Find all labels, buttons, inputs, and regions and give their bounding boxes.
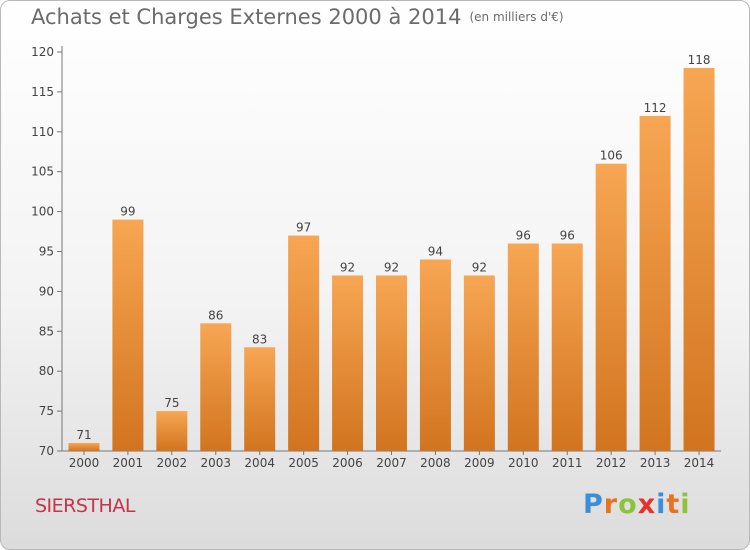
x-tick-label: 2006	[332, 456, 363, 470]
y-tick-label: 95	[39, 245, 54, 259]
bar	[332, 275, 364, 451]
proxiti-logo: Proxiti	[583, 489, 691, 520]
x-tick-label: 2003	[200, 456, 231, 470]
bar	[112, 219, 144, 451]
logo-letter: i	[656, 489, 667, 520]
logo-letter: r	[603, 489, 619, 520]
logo-letter: i	[680, 489, 691, 520]
x-tick-label: 2011	[552, 456, 583, 470]
bar	[156, 411, 188, 451]
x-tick-label: 2001	[113, 456, 144, 470]
x-tick-label: 2005	[288, 456, 319, 470]
x-tick-label: 2007	[376, 456, 407, 470]
bar-value-label: 71	[76, 428, 91, 442]
bar-value-label: 75	[164, 396, 179, 410]
y-tick-label: 105	[31, 165, 54, 179]
x-tick-label: 2002	[157, 456, 188, 470]
bar	[419, 259, 451, 451]
x-tick-label: 2004	[244, 456, 275, 470]
chart-bars: 71 99 75 86 83 97 92 92 94 92 96 96 106 112 118	[68, 53, 715, 452]
bar-value-label: 97	[296, 221, 311, 235]
bar-value-label: 96	[560, 229, 575, 243]
chart-title: Achats et Charges Externes 2000 à 2014 (e…	[31, 5, 564, 29]
x-tick-label: 2014	[684, 456, 715, 470]
bar	[683, 67, 715, 452]
bar-value-label: 106	[600, 149, 623, 163]
bar-value-label: 112	[644, 101, 667, 115]
x-tick-label: 2010	[508, 456, 539, 470]
y-tick-label: 85	[39, 324, 54, 338]
x-tick-label: 2009	[464, 456, 495, 470]
logo-letter: P	[583, 489, 604, 520]
bar	[507, 243, 539, 451]
bar	[200, 323, 232, 451]
bar-value-label: 92	[340, 260, 355, 274]
bar-value-label: 118	[688, 53, 711, 67]
location-label: SIERSTHAL	[35, 495, 135, 517]
bar	[244, 347, 276, 451]
y-tick-label: 80	[39, 364, 54, 378]
bar	[463, 275, 495, 451]
bar	[376, 275, 407, 451]
chart-title-text: Achats et Charges Externes 2000 à 2014	[31, 5, 462, 29]
bar-value-label: 92	[384, 260, 399, 274]
logo-letter: x	[637, 489, 657, 520]
y-tick-label: 70	[39, 444, 54, 458]
bar	[551, 243, 583, 451]
y-tick-label: 90	[39, 284, 54, 298]
bar-value-label: 92	[472, 260, 487, 274]
logo-letter: t	[666, 489, 681, 520]
x-tick-label: 2000	[69, 456, 100, 470]
bar-value-label: 86	[208, 308, 223, 322]
chart-unit: (en milliers d'€)	[469, 10, 564, 24]
bar-value-label: 96	[516, 229, 531, 243]
y-tick-label: 75	[39, 404, 54, 418]
bar	[288, 235, 320, 451]
y-tick-label: 110	[31, 125, 54, 139]
bar	[639, 115, 671, 451]
y-tick-label: 120	[31, 45, 54, 59]
bar	[68, 443, 100, 451]
y-tick-label: 115	[31, 85, 54, 99]
bar-value-label: 83	[252, 332, 267, 346]
bar	[595, 163, 627, 451]
x-tick-label: 2012	[596, 456, 627, 470]
x-tick-label: 2008	[420, 456, 451, 470]
bar-value-label: 94	[428, 244, 443, 258]
bar-value-label: 99	[120, 205, 135, 219]
chart-axes: 70 75 80 85 90 95 100 105 110 115 120 2000 2001 2002 2…	[31, 45, 721, 470]
logo-letter: o	[618, 489, 638, 520]
x-tick-label: 2013	[640, 456, 671, 470]
y-tick-label: 100	[31, 205, 54, 219]
